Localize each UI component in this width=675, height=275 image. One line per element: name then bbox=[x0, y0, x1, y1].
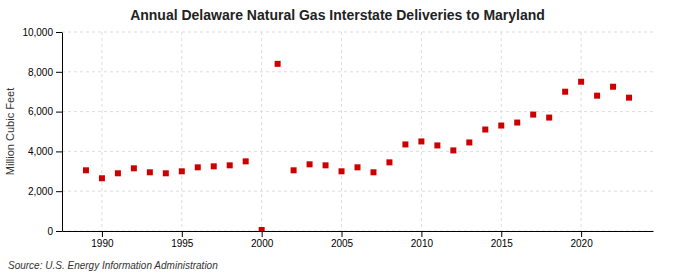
point bbox=[179, 168, 185, 174]
x-tick-mark bbox=[342, 231, 343, 237]
point bbox=[259, 227, 265, 231]
x-tick-label: 1995 bbox=[171, 238, 194, 249]
point bbox=[99, 175, 105, 181]
point bbox=[275, 61, 281, 67]
point bbox=[163, 170, 169, 176]
x-tick-label: 2015 bbox=[491, 238, 514, 249]
x-tick: 2015 bbox=[491, 231, 514, 249]
y-tick-mark bbox=[56, 32, 62, 33]
point bbox=[514, 120, 520, 126]
grid-line-y bbox=[62, 231, 653, 232]
point bbox=[482, 127, 488, 133]
x-tick: 2010 bbox=[411, 231, 434, 249]
grid-line-x bbox=[261, 32, 262, 231]
y-tick: 4,000 bbox=[28, 146, 62, 157]
x-tick-mark bbox=[262, 231, 263, 237]
point bbox=[370, 169, 376, 175]
point bbox=[243, 158, 249, 164]
point bbox=[626, 95, 632, 101]
point bbox=[307, 161, 313, 167]
point bbox=[610, 84, 616, 90]
chart: 1990 1995 2000 2005 2010 2015 2020 0 2,000 4,000 6… bbox=[0, 0, 675, 275]
point bbox=[339, 168, 345, 174]
x-tick: 2005 bbox=[331, 231, 354, 249]
y-tick-label: 0 bbox=[47, 226, 53, 237]
grid-line-x bbox=[181, 32, 182, 231]
point bbox=[83, 167, 89, 173]
y-tick: 6,000 bbox=[28, 106, 62, 117]
point bbox=[323, 162, 329, 168]
y-tick: 8,000 bbox=[28, 67, 62, 78]
point bbox=[562, 89, 568, 95]
point bbox=[546, 115, 552, 121]
y-tick-mark bbox=[56, 151, 62, 152]
grid-line-x bbox=[421, 32, 422, 231]
grid-line-y bbox=[62, 151, 653, 152]
point bbox=[402, 141, 408, 147]
y-axis-line bbox=[62, 33, 63, 232]
title: Annual Delaware Natural Gas Interstate D… bbox=[130, 7, 545, 23]
y-tick-mark bbox=[56, 191, 62, 192]
x-tick-label: 2000 bbox=[251, 238, 274, 249]
grid-line-y bbox=[62, 32, 653, 33]
x-tick-mark bbox=[421, 231, 422, 237]
source: Source: U.S. Energy Information Administ… bbox=[8, 260, 218, 271]
grid-line-x bbox=[341, 32, 342, 231]
x-tick-mark bbox=[581, 231, 582, 237]
x-tick-mark bbox=[102, 231, 103, 237]
x-tick-label: 1990 bbox=[91, 238, 114, 249]
point bbox=[195, 164, 201, 170]
point bbox=[434, 142, 440, 148]
y-tick-label: 2,000 bbox=[28, 186, 53, 197]
y-tick-label: 4,000 bbox=[28, 146, 53, 157]
x-tick-label: 2010 bbox=[411, 238, 434, 249]
y-tick-mark bbox=[56, 112, 62, 113]
x-axis: 1990 1995 2000 2005 2010 2015 2020 bbox=[63, 231, 654, 249]
x-tick-mark bbox=[501, 231, 502, 237]
y-tick-label: 8,000 bbox=[28, 67, 53, 78]
point bbox=[147, 169, 153, 175]
x-tick-mark bbox=[182, 231, 183, 237]
y-tick-label: 6,000 bbox=[28, 106, 53, 117]
point bbox=[450, 147, 456, 153]
grid-line-y bbox=[62, 71, 653, 72]
point bbox=[578, 79, 584, 85]
points bbox=[83, 61, 632, 231]
grid-line-x bbox=[501, 32, 502, 231]
y-tick-mark bbox=[56, 72, 62, 73]
point bbox=[115, 170, 121, 176]
point bbox=[355, 164, 361, 170]
y-axis-title: Million Cubic Feet bbox=[4, 88, 16, 175]
x-tick: 2000 bbox=[251, 231, 274, 249]
y-tick: 0 bbox=[47, 226, 62, 237]
plot: 1990 1995 2000 2005 2010 2015 2020 0 2,000 4,000 6… bbox=[22, 27, 653, 249]
y-tick: 10,000 bbox=[22, 27, 62, 38]
point bbox=[227, 162, 233, 168]
point bbox=[594, 93, 600, 99]
point bbox=[466, 139, 472, 145]
y-axis: 0 2,000 4,000 6,000 8,000 10,000 bbox=[22, 27, 62, 237]
point bbox=[498, 123, 504, 129]
x-tick-label: 2005 bbox=[331, 238, 354, 249]
point bbox=[291, 167, 297, 173]
grid bbox=[62, 32, 653, 231]
grid-line-y bbox=[62, 191, 653, 192]
y-tick: 2,000 bbox=[28, 186, 62, 197]
point bbox=[386, 159, 392, 165]
x-tick: 1995 bbox=[171, 231, 194, 249]
point bbox=[131, 165, 137, 171]
x-tick: 1990 bbox=[91, 231, 114, 249]
x-tick: 2020 bbox=[570, 231, 593, 249]
x-tick-label: 2020 bbox=[570, 238, 593, 249]
point bbox=[211, 163, 217, 169]
grid-line-y bbox=[62, 111, 653, 112]
point bbox=[418, 138, 424, 144]
y-tick-label: 10,000 bbox=[22, 27, 53, 38]
point bbox=[530, 112, 536, 118]
grid-line-x bbox=[101, 32, 102, 231]
x-axis-line bbox=[63, 231, 654, 232]
grid-line-x bbox=[581, 32, 582, 231]
y-tick-mark bbox=[56, 231, 62, 232]
